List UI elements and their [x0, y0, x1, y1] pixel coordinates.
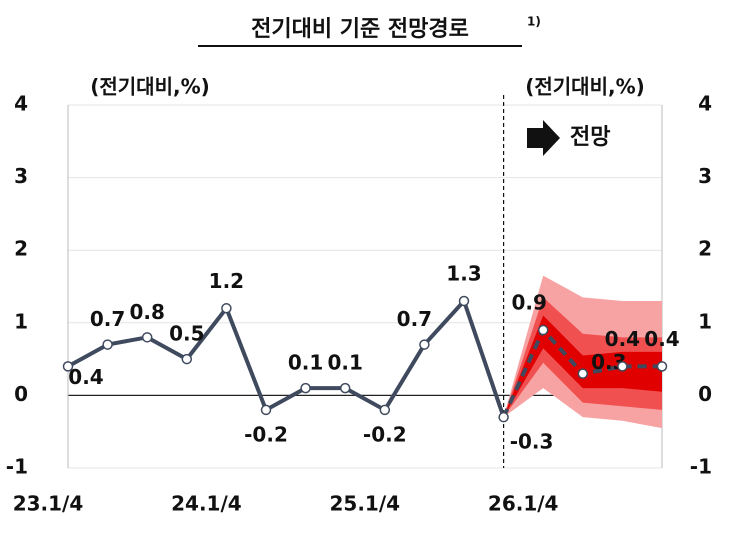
data-label: 0.1: [288, 351, 323, 375]
data-label: 0.7: [90, 307, 125, 331]
data-label: 0.1: [327, 351, 362, 375]
title-note: 1): [527, 15, 541, 29]
y2-tick-label: 2: [698, 237, 712, 261]
y-axis-label: (전기대비,%): [90, 75, 210, 99]
data-label: 0.4: [644, 327, 679, 351]
chart-title: 전기대비 기준 전망경로: [251, 17, 469, 42]
y-tick-label: -1: [6, 455, 28, 479]
forecast-arrow: [527, 120, 560, 156]
data-point: [300, 382, 311, 394]
data-label: 0.7: [397, 307, 432, 331]
fan-band: [503, 315, 662, 418]
data-point: [617, 361, 628, 372]
data-label: -0.3: [510, 430, 554, 454]
data-label: -0.2: [363, 422, 407, 446]
x-tick-label: 25.1/4: [330, 492, 401, 516]
data-point: [577, 368, 589, 379]
y2-tick-label: 4: [698, 92, 712, 116]
y2-tick-label: 1: [698, 309, 712, 333]
data-label: -0.2: [244, 422, 288, 446]
data-label: 0.4: [605, 327, 640, 351]
data-point: [498, 411, 509, 423]
x-tick-label: 26.1/4: [488, 492, 559, 516]
x-tick-label: 24.1/4: [171, 492, 242, 516]
y2-tick-label: -1: [690, 455, 712, 479]
data-point: [458, 295, 470, 307]
data-point: [141, 332, 153, 343]
data-point: [260, 404, 272, 416]
data-point: [102, 339, 113, 350]
data-point: [181, 353, 193, 365]
data-point: [379, 404, 391, 416]
data-point: [221, 303, 232, 314]
data-label: 0.8: [129, 300, 164, 324]
y-tick-label: 2: [14, 237, 28, 261]
y2-tick-label: 0: [698, 382, 712, 406]
data-point: [339, 382, 351, 394]
y-tick-label: 4: [14, 92, 28, 116]
annotation: 전망: [570, 125, 610, 150]
data-label: 0.5: [169, 322, 204, 346]
x-tick-label: 23.1/4: [13, 492, 84, 516]
y-tick-label: 3: [14, 164, 28, 188]
data-point: [656, 361, 668, 372]
series-line: [67, 299, 506, 418]
y2-tick-label: 3: [698, 164, 712, 188]
data-label: 0.9: [511, 291, 546, 315]
data-point: [419, 339, 430, 350]
data-label: 1.3: [446, 262, 481, 286]
data-point: [62, 361, 74, 372]
data-label: 1.2: [209, 269, 244, 293]
y-tick-label: 1: [14, 309, 28, 333]
data-label: 0.4: [68, 365, 103, 389]
data-point: [537, 324, 549, 336]
y2-axis-label: (전기대비,%): [525, 75, 645, 99]
y-tick-label: 0: [14, 382, 28, 406]
